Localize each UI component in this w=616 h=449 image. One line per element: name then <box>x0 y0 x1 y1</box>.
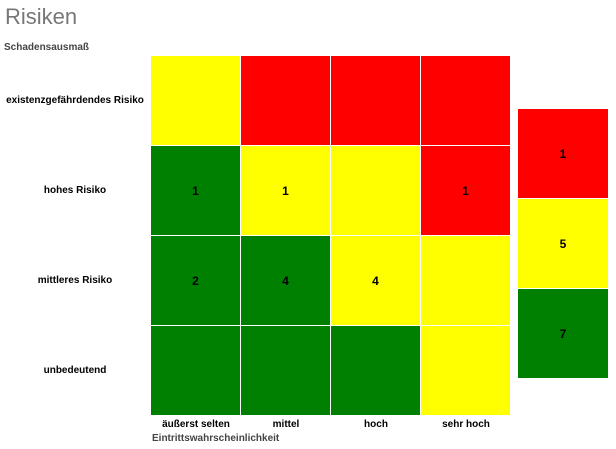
summary-red: 1 <box>518 109 608 198</box>
matrix-cell[interactable] <box>421 236 510 325</box>
matrix-cell[interactable]: 4 <box>241 236 330 325</box>
matrix-cell[interactable]: 1 <box>421 146 510 235</box>
matrix-cell[interactable] <box>421 326 510 415</box>
summary-green: 7 <box>518 289 608 378</box>
matrix-cell[interactable] <box>151 326 240 415</box>
row-label: mittleres Risiko <box>37 275 113 286</box>
matrix-cell[interactable]: 4 <box>331 236 420 325</box>
matrix-cell[interactable] <box>241 56 330 145</box>
column-label: hoch <box>364 419 388 430</box>
column-label: mittel <box>272 419 300 430</box>
x-axis-title: Eintrittswahrscheinlichkeit <box>152 433 280 444</box>
matrix-cell[interactable] <box>421 56 510 145</box>
matrix-cell[interactable]: 1 <box>241 146 330 235</box>
column-label: äußerst selten <box>162 419 230 430</box>
matrix-cell[interactable] <box>331 326 420 415</box>
page-title: Risiken <box>5 4 78 29</box>
matrix-cell[interactable]: 2 <box>151 236 240 325</box>
matrix-cell[interactable] <box>151 56 240 145</box>
matrix-cell[interactable] <box>241 326 330 415</box>
matrix-cell[interactable] <box>331 56 420 145</box>
y-axis-title: Schadensausmaß <box>4 42 90 53</box>
row-label: existenzgefährdendes Risiko <box>6 95 144 106</box>
row-label: unbedeutend <box>43 365 107 376</box>
column-label: sehr hoch <box>442 419 490 430</box>
matrix-cell[interactable] <box>331 146 420 235</box>
row-label: hohes Risiko <box>43 185 107 196</box>
summary-yellow: 5 <box>518 199 608 288</box>
matrix-cell[interactable]: 1 <box>151 146 240 235</box>
